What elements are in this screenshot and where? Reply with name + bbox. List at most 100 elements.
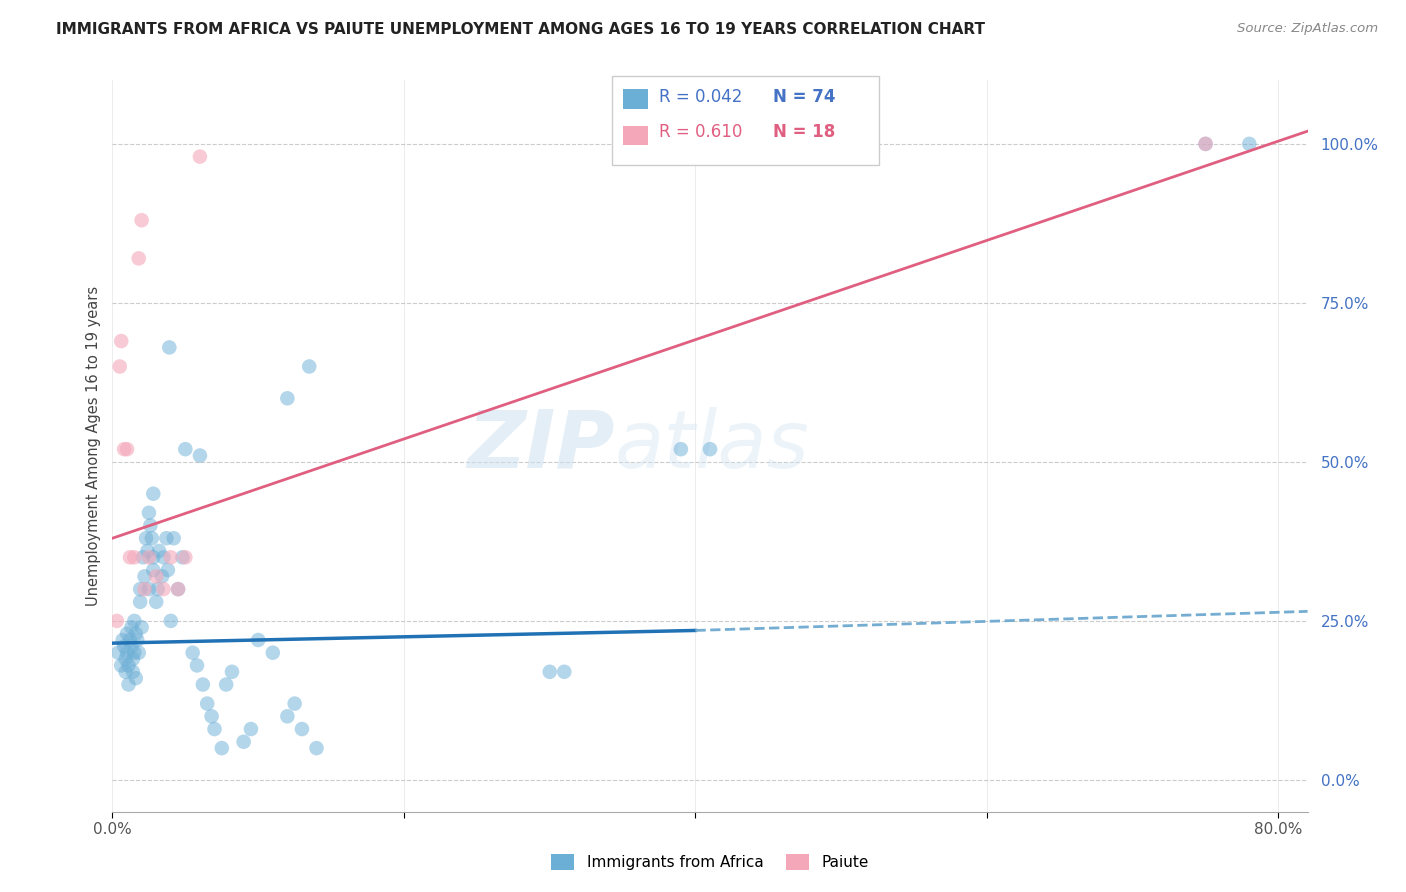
Point (132, 550, 155, 565)
Point (148, 544, 170, 558)
Point (276, 392, 298, 406)
Point (145, 569, 167, 583)
Point (134, 569, 156, 583)
Point (124, 646, 146, 660)
Text: N = 18: N = 18 (773, 123, 835, 141)
Point (118, 550, 141, 565)
Point (117, 658, 139, 673)
Point (188, 150, 211, 164)
Legend: Immigrants from Africa, Paiute: Immigrants from Africa, Paiute (551, 854, 869, 870)
Point (195, 697, 218, 711)
Point (221, 665, 243, 679)
Point (127, 632, 149, 647)
Point (232, 735, 254, 749)
Point (142, 486, 165, 500)
Point (276, 709, 298, 723)
Point (110, 334, 132, 348)
Text: ZIP: ZIP (467, 407, 614, 485)
Point (155, 531, 177, 545)
Point (107, 646, 129, 660)
Point (262, 646, 284, 660)
Point (200, 709, 222, 723)
Point (152, 582, 174, 596)
Point (122, 652, 145, 666)
Point (111, 632, 134, 647)
Point (553, 665, 575, 679)
Point (191, 677, 214, 691)
Point (142, 550, 165, 565)
Point (108, 359, 131, 374)
Text: IMMIGRANTS FROM AFRICA VS PAIUTE UNEMPLOYMENT AMONG AGES 16 TO 19 YEARS CORRELAT: IMMIGRANTS FROM AFRICA VS PAIUTE UNEMPLO… (56, 22, 986, 37)
Point (188, 449, 211, 463)
Point (136, 544, 159, 558)
Point (305, 741, 328, 756)
Point (128, 252, 150, 266)
Point (156, 563, 179, 577)
Point (138, 506, 160, 520)
Point (181, 646, 204, 660)
Point (141, 531, 163, 545)
Point (138, 550, 160, 565)
Point (1194, 136, 1216, 151)
Point (157, 340, 180, 354)
Point (1194, 136, 1216, 151)
Point (186, 658, 208, 673)
Point (146, 582, 169, 596)
Text: Source: ZipAtlas.com: Source: ZipAtlas.com (1237, 22, 1378, 36)
Point (124, 614, 146, 628)
Point (159, 614, 181, 628)
Point (115, 646, 138, 660)
Point (291, 722, 314, 736)
Y-axis label: Unemployment Among Ages 16 to 19 years: Unemployment Among Ages 16 to 19 years (86, 286, 101, 606)
Point (145, 595, 167, 609)
Point (122, 665, 145, 679)
Point (699, 442, 721, 457)
Point (112, 640, 135, 654)
Point (117, 677, 139, 691)
Point (163, 531, 186, 545)
Point (110, 658, 132, 673)
Point (120, 620, 142, 634)
Point (247, 632, 270, 647)
Point (239, 722, 262, 736)
Text: N = 74: N = 74 (773, 88, 835, 106)
Point (298, 359, 321, 374)
Point (159, 550, 181, 565)
Point (135, 531, 157, 545)
Point (138, 582, 160, 596)
Point (167, 582, 190, 596)
Point (211, 741, 233, 756)
Point (215, 677, 238, 691)
Point (112, 442, 135, 457)
Point (120, 640, 142, 654)
Point (152, 550, 174, 565)
Text: atlas: atlas (614, 407, 810, 485)
Point (167, 582, 190, 596)
Point (129, 582, 152, 596)
Point (125, 671, 148, 685)
Point (124, 550, 146, 565)
Point (142, 563, 165, 577)
Point (139, 518, 162, 533)
Point (131, 620, 153, 634)
Point (125, 626, 148, 640)
Point (172, 550, 194, 565)
Point (115, 626, 138, 640)
Point (114, 652, 136, 666)
Point (150, 569, 173, 583)
Text: R = 0.610: R = 0.610 (659, 123, 742, 141)
Point (134, 582, 156, 596)
Text: R = 0.042: R = 0.042 (659, 88, 742, 106)
Point (174, 442, 197, 457)
Point (114, 665, 136, 679)
Point (284, 697, 307, 711)
Point (669, 442, 692, 457)
Point (129, 595, 152, 609)
Point (131, 213, 153, 227)
Point (105, 614, 128, 628)
Point (118, 632, 141, 647)
Point (204, 722, 226, 736)
Point (115, 442, 138, 457)
Point (538, 665, 561, 679)
Point (1239, 136, 1261, 151)
